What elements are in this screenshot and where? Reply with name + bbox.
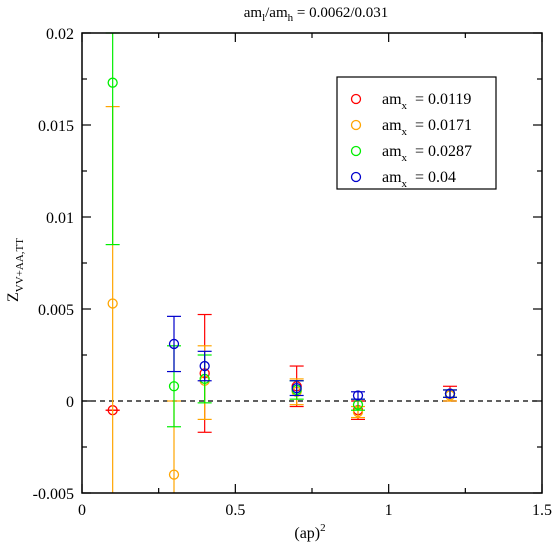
legend: amx = 0.0119 amx = 0.0171 amx = 0.0287 amx = 0.… (336, 76, 497, 190)
y-tick-label: 0.02 (46, 26, 74, 43)
data-point (168, 469, 180, 480)
legend-box (336, 76, 497, 190)
x-tick-label: 1.5 (532, 502, 552, 519)
legend-marker (350, 93, 362, 105)
series-4 (167, 315, 457, 401)
x-tick-label: 0.5 (225, 502, 245, 519)
data-point (199, 360, 210, 372)
x-tick-label: 0 (78, 502, 86, 519)
x-tick-label: 1 (385, 502, 393, 519)
chart-title: aml/amh = 0.0062/0.031 (244, 5, 389, 24)
plot-frame (81, 32, 543, 494)
data-point (107, 298, 118, 309)
y-tick-label: 0 (66, 394, 74, 411)
legend-label: amx = 0.0171 (382, 117, 472, 138)
legend-label: amx = 0.04 (382, 169, 456, 190)
data-point (168, 338, 180, 350)
data-point (291, 382, 302, 394)
data-point (168, 381, 180, 392)
legend-marker (350, 145, 362, 157)
data-point (444, 388, 456, 399)
data-point (107, 77, 118, 88)
y-tick-label: 0.005 (38, 302, 74, 319)
y-tick-label: -0.005 (33, 486, 74, 503)
series-1 (105, 313, 457, 433)
data-layer (105, 32, 457, 493)
legend-marker (350, 119, 362, 131)
legend-label: amx = 0.0119 (382, 91, 471, 112)
data-point (352, 390, 364, 401)
y-axis-label: ZVV+AA,TT (5, 238, 26, 302)
legend-marker (350, 171, 362, 183)
x-axis-label: (ap)2 (294, 522, 325, 542)
y-tick-label: 0.01 (46, 210, 74, 227)
legend-label: amx = 0.0287 (382, 143, 472, 164)
y-tick-label: 0.015 (38, 118, 74, 135)
